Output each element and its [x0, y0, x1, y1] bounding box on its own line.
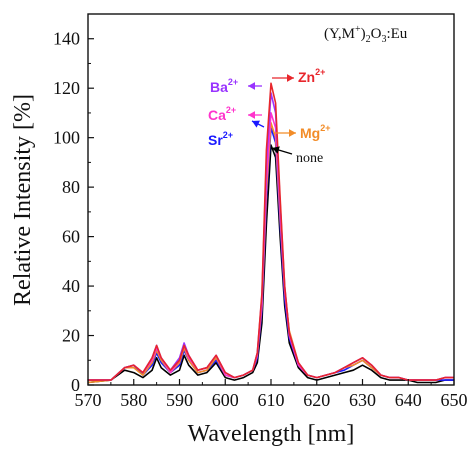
arrow-head — [272, 146, 280, 154]
x-axis-title: Wavelength [nm] — [188, 421, 355, 447]
series-layer — [87, 82, 454, 384]
ion-text: Mg2+ — [300, 123, 330, 141]
y-tick-label: 140 — [53, 29, 80, 49]
series-line-none — [87, 144, 454, 384]
ion-text: Ba2+ — [210, 77, 238, 95]
ion-text: none — [296, 151, 323, 166]
series-line-zn2- — [88, 82, 454, 381]
arrow-head — [252, 120, 260, 128]
ion-text: Ca2+ — [208, 105, 236, 123]
formula-annotation: (Y,M+)2O3:Eu — [324, 24, 408, 45]
ticks-layer: 570 580 590 600 610 620 630 640 650 0 20 40 60 80 100 1… — [53, 29, 468, 410]
y-tick-label: 120 — [53, 78, 80, 98]
ion-labels: Ba2+ Zn2+ Ca2+ Mg2+ Sr2+ none — [208, 67, 330, 166]
x-tick-label: 630 — [349, 390, 376, 410]
y-tick-label: 20 — [62, 326, 80, 346]
plot-frame — [87, 13, 455, 386]
x-tick-label: 600 — [212, 390, 239, 410]
x-tick-label: 570 — [75, 390, 102, 410]
ion-text: Zn2+ — [298, 67, 325, 85]
ion-label-mg: Mg2+ — [274, 123, 330, 141]
x-tick-label: 650 — [441, 390, 468, 410]
x-tick-label: 580 — [120, 390, 147, 410]
ion-label-ca: Ca2+ — [208, 105, 262, 123]
series-line-sr2- — [88, 127, 454, 381]
x-tick-label: 640 — [395, 390, 422, 410]
arrow-head — [287, 74, 294, 82]
y-tick-label: 100 — [53, 128, 80, 148]
ion-label-ba: Ba2+ — [210, 77, 262, 95]
ion-label-none: none — [271, 146, 323, 166]
arrow-head — [248, 82, 255, 90]
y-tick-label: 40 — [62, 276, 80, 296]
x-tick-label: 610 — [258, 390, 285, 410]
y-tick-label: 0 — [71, 375, 80, 395]
y-axis-title: Relative Intensity [%] — [10, 94, 36, 306]
y-tick-label: 80 — [62, 177, 80, 197]
arrow-head — [248, 111, 255, 119]
ion-label-zn: Zn2+ — [272, 67, 325, 85]
ion-label-sr: Sr2+ — [208, 120, 265, 148]
arrow-head — [289, 129, 296, 137]
x-tick-label: 590 — [166, 390, 193, 410]
y-tick-label: 60 — [62, 227, 80, 247]
series-line-mg2- — [87, 122, 454, 384]
ion-text: Sr2+ — [208, 130, 233, 148]
x-tick-label: 620 — [303, 390, 330, 410]
